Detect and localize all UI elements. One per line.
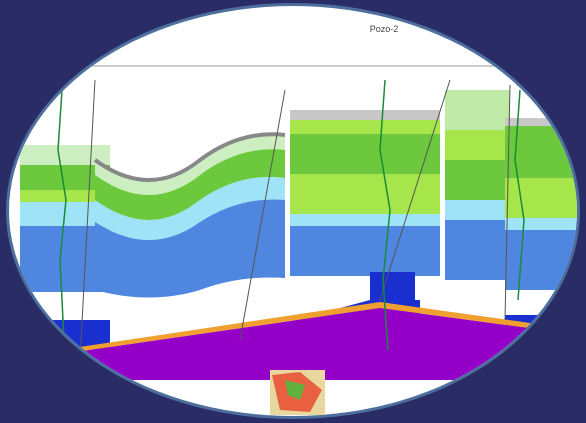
basement [20, 308, 577, 380]
faults [79, 79, 511, 361]
well-logs [57, 79, 525, 351]
title: Pozo-2 [370, 24, 399, 34]
right-block [240, 90, 577, 335]
location-map [270, 370, 325, 415]
middle-block [93, 132, 286, 298]
